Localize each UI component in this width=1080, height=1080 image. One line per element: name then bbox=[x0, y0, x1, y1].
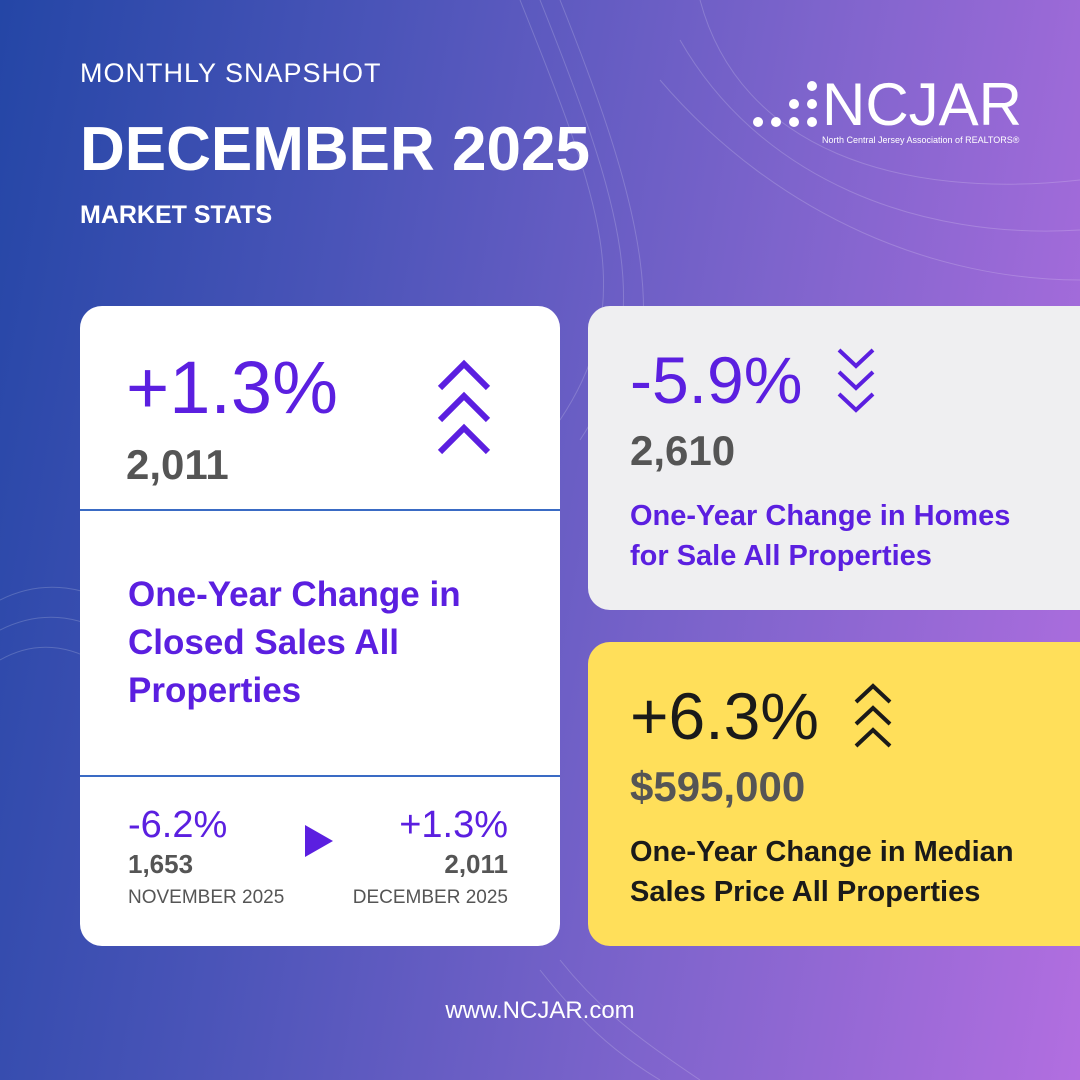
curr-change: +1.3% bbox=[399, 804, 508, 846]
eyebrow: MONTHLY SNAPSHOT bbox=[80, 58, 382, 88]
closed-sales-value: 2,011 bbox=[126, 441, 229, 488]
chevrons-up-icon bbox=[854, 683, 892, 748]
closed-sales-label: One-Year Change in Closed Sales All Proper… bbox=[128, 575, 461, 710]
median-price-change: +6.3% bbox=[630, 679, 819, 753]
closed-sales-change: +1.3% bbox=[126, 346, 338, 429]
homes-for-sale-card: -5.9% 2,610 One-Year Change in Homes for … bbox=[588, 306, 1080, 610]
chevrons-down-icon bbox=[838, 348, 875, 413]
website-link[interactable]: www.NCJAR.com bbox=[445, 997, 635, 1024]
median-price-label: One-Year Change in Median Sales Price All… bbox=[630, 836, 1014, 908]
prev-change: -6.2% bbox=[128, 804, 228, 846]
subtitle: MARKET STATS bbox=[80, 201, 273, 229]
page-title: DECEMBER 2025 bbox=[80, 115, 590, 184]
divider bbox=[80, 509, 560, 511]
divider bbox=[80, 775, 560, 777]
prev-month: NOVEMBER 2025 bbox=[128, 887, 285, 908]
logo-name: NCJAR bbox=[822, 71, 1023, 138]
prev-value: 1,653 bbox=[128, 849, 194, 879]
closed-sales-card: +1.3% 2,011 One-Year Change in Closed Sal… bbox=[80, 306, 560, 946]
curr-month: DECEMBER 2025 bbox=[352, 887, 508, 908]
header: MONTHLY SNAPSHOT DECEMBER 2025 MARKET ST… bbox=[80, 56, 680, 230]
logo-dots-icon bbox=[753, 81, 817, 127]
play-arrow-icon bbox=[304, 825, 333, 857]
median-price-value: $595,000 bbox=[630, 763, 806, 810]
ncjar-logo: NCJAR North Central Jersey Association o… bbox=[752, 71, 1052, 156]
homes-for-sale-label: One-Year Change in Homes for Sale All Pro… bbox=[630, 500, 1011, 572]
chevrons-up-icon bbox=[437, 359, 491, 455]
curr-value: 2,011 bbox=[444, 849, 508, 879]
median-price-card: +6.3% $595,000 One-Year Change in Median… bbox=[588, 642, 1080, 946]
homes-for-sale-value: 2,610 bbox=[630, 427, 736, 474]
logo-tagline: North Central Jersey Association of REAL… bbox=[822, 135, 1020, 145]
homes-for-sale-change: -5.9% bbox=[630, 343, 803, 417]
